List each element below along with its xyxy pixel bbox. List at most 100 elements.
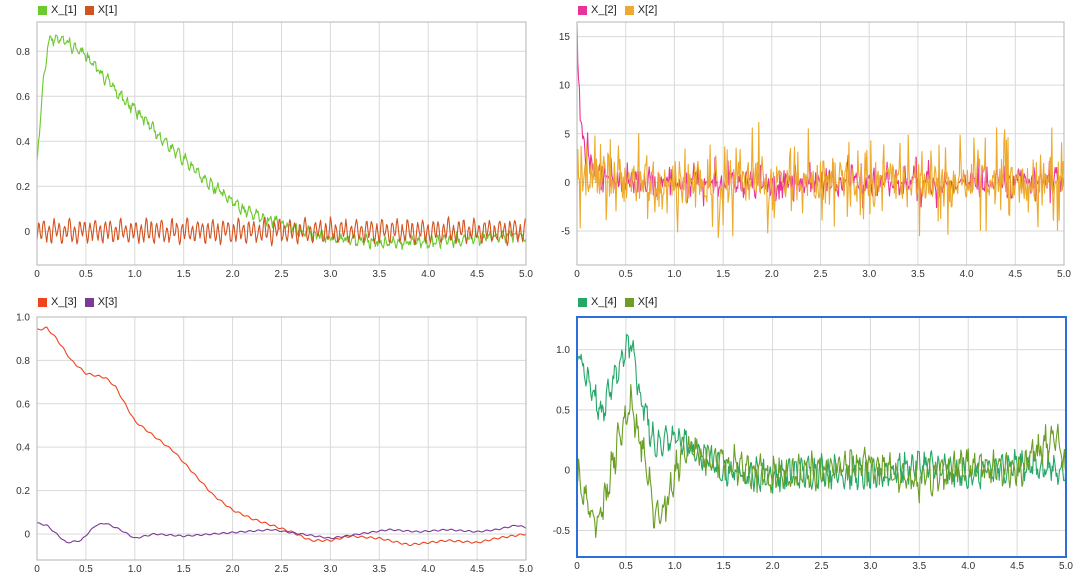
legend-item[interactable]: X_[1] bbox=[38, 4, 77, 16]
series-line[interactable] bbox=[576, 333, 1067, 494]
x-tick-label: 1.5 bbox=[177, 564, 191, 575]
x-tick-label: 3.5 bbox=[911, 269, 925, 280]
x-tick-label: 4.0 bbox=[961, 561, 975, 572]
legend-swatch bbox=[578, 297, 587, 307]
plot-frame bbox=[36, 316, 527, 561]
x-tick-label: 0.5 bbox=[619, 269, 633, 280]
y-tick-label: 0.2 bbox=[16, 486, 30, 497]
x-tick-label: 0 bbox=[574, 269, 580, 280]
legend-label: X[3] bbox=[97, 296, 118, 308]
x-tick-label: 3.5 bbox=[912, 561, 926, 572]
legend-label: X_[2] bbox=[591, 4, 617, 16]
x-tick-label: 2.5 bbox=[814, 269, 828, 280]
plot-panel-3[interactable]: X_[3] X[3] 0 0.5 1.0 1.5 2.0 2.5 3.0 3.5 4.0 4.5 5… bbox=[0, 288, 537, 576]
y-tick-label: 0.8 bbox=[16, 47, 30, 58]
legend-item[interactable]: X[3] bbox=[84, 296, 118, 308]
legend-swatch bbox=[624, 5, 634, 15]
x-tick-label: 0 bbox=[574, 561, 580, 572]
legend-label: X[1] bbox=[97, 4, 118, 16]
x-tick-label: 5.0 bbox=[1057, 269, 1071, 280]
y-tick-label: 0.6 bbox=[16, 92, 30, 103]
x-tick-label: 0 bbox=[34, 269, 40, 280]
x-tick-label: 0 bbox=[34, 564, 40, 575]
x-tick-label: 1.0 bbox=[668, 561, 682, 572]
x-tick-label: 1.5 bbox=[717, 561, 731, 572]
x-tick-label: 3.0 bbox=[863, 561, 877, 572]
series-line[interactable] bbox=[36, 522, 527, 544]
series-line[interactable] bbox=[576, 383, 1067, 539]
x-tick-label: 1.0 bbox=[667, 269, 681, 280]
x-tick-label: 4.5 bbox=[470, 269, 484, 280]
x-tick-label: 4.5 bbox=[1010, 561, 1024, 572]
series-line[interactable] bbox=[36, 34, 527, 251]
y-tick-label: 0.2 bbox=[16, 182, 30, 193]
x-tick-label: 5.0 bbox=[1059, 561, 1073, 572]
y-tick-label: 0 bbox=[24, 529, 30, 540]
y-tick-label: 0.6 bbox=[16, 399, 30, 410]
legend-label: X_[1] bbox=[51, 4, 77, 16]
y-tick-label: 1.0 bbox=[556, 345, 570, 356]
series-line[interactable] bbox=[36, 326, 527, 547]
x-tick-label: 2.5 bbox=[275, 564, 289, 575]
x-tick-label: 4.0 bbox=[960, 269, 974, 280]
x-tick-label: 5.0 bbox=[519, 564, 533, 575]
x-tick-label: 4.5 bbox=[470, 564, 484, 575]
legend-item[interactable]: X[4] bbox=[624, 296, 658, 308]
x-tick-label: 4.0 bbox=[421, 564, 435, 575]
series-line[interactable] bbox=[576, 121, 1065, 239]
y-tick-label: 0.4 bbox=[16, 137, 30, 148]
x-tick-label: 2.0 bbox=[226, 269, 240, 280]
plot-panel-1[interactable]: X_[1] X[1] 0 0.5 1.0 1.5 2.0 2.5 3.0 3.5 4.0 4.5 5… bbox=[0, 0, 537, 288]
legend-label: X_[3] bbox=[51, 296, 77, 308]
x-tick-label: 3.0 bbox=[323, 564, 337, 575]
x-tick-label: 0.5 bbox=[79, 564, 93, 575]
x-tick-label: 1.5 bbox=[177, 269, 191, 280]
x-tick-label: 1.0 bbox=[128, 269, 142, 280]
x-tick-label: 3.0 bbox=[323, 269, 337, 280]
y-tick-label: 0 bbox=[24, 227, 30, 238]
x-tick-label: 2.0 bbox=[766, 561, 780, 572]
y-tick-label: 1.0 bbox=[16, 313, 30, 324]
x-tick-label: 2.0 bbox=[765, 269, 779, 280]
plot-frame bbox=[36, 21, 527, 266]
legend-label: X[2] bbox=[637, 4, 658, 16]
selected-plot-frame bbox=[576, 316, 1067, 558]
legend-label: X_[4] bbox=[591, 296, 617, 308]
legend-item[interactable]: X_[2] bbox=[578, 4, 617, 16]
y-tick-label: 0 bbox=[564, 178, 570, 189]
legend-item[interactable]: X_[3] bbox=[38, 296, 77, 308]
legend-item[interactable]: X[2] bbox=[624, 4, 658, 16]
plot-frame bbox=[576, 21, 1065, 266]
x-tick-label: 2.5 bbox=[815, 561, 829, 572]
y-tick-label: -5 bbox=[561, 226, 570, 237]
plot-2[interactable]: 0 0.5 1.0 1.5 2.0 2.5 3.0 3.5 4.0 4.5 5.0 -5 0 5 10 15 bbox=[537, 0, 1074, 288]
y-tick-label: 10 bbox=[559, 81, 571, 92]
legend-swatch bbox=[38, 297, 47, 307]
y-tick-label: 0.4 bbox=[16, 443, 30, 454]
series-line[interactable] bbox=[36, 216, 527, 247]
y-tick-label: -0.5 bbox=[553, 526, 571, 537]
y-tick-label: 15 bbox=[559, 32, 571, 43]
x-tick-label: 5.0 bbox=[519, 269, 533, 280]
legend-item[interactable]: X[1] bbox=[84, 4, 118, 16]
legend-2: X_[2] X[2] bbox=[578, 0, 665, 20]
plot-4[interactable]: 0 0.5 1.0 1.5 2.0 2.5 3.0 3.5 4.0 4.5 5.0 -0.5 0 0.5 1… bbox=[537, 288, 1074, 576]
legend-label: X[4] bbox=[637, 296, 658, 308]
legend-3: X_[3] X[3] bbox=[38, 292, 125, 312]
legend-swatch bbox=[84, 5, 94, 15]
x-tick-label: 4.5 bbox=[1008, 269, 1022, 280]
legend-4: X_[4] X[4] bbox=[578, 292, 665, 312]
plot-1[interactable]: 0 0.5 1.0 1.5 2.0 2.5 3.0 3.5 4.0 4.5 5.0 0 0.2 0.4 0.… bbox=[0, 0, 537, 288]
x-tick-label: 2.5 bbox=[275, 269, 289, 280]
legend-item[interactable]: X_[4] bbox=[578, 296, 617, 308]
legend-swatch bbox=[624, 297, 634, 307]
plot-3[interactable]: 0 0.5 1.0 1.5 2.0 2.5 3.0 3.5 4.0 4.5 5.0 0 0.2 0.4 0.… bbox=[0, 288, 537, 576]
plot-panel-4[interactable]: X_[4] X[4] 0 0.5 1.0 1.5 2.0 2.5 3.0 3.5 4.0 4.5 5… bbox=[537, 288, 1074, 576]
x-tick-label: 2.0 bbox=[226, 564, 240, 575]
legend-swatch bbox=[38, 5, 47, 15]
legend-swatch bbox=[84, 297, 94, 307]
y-tick-label: 0 bbox=[564, 466, 570, 477]
legend-swatch bbox=[578, 5, 587, 15]
x-tick-label: 4.0 bbox=[421, 269, 435, 280]
plot-panel-2[interactable]: X_[2] X[2] 0 0.5 1.0 1.5 2.0 2.5 3.0 3.5 4.0 4.5 5… bbox=[537, 0, 1074, 288]
